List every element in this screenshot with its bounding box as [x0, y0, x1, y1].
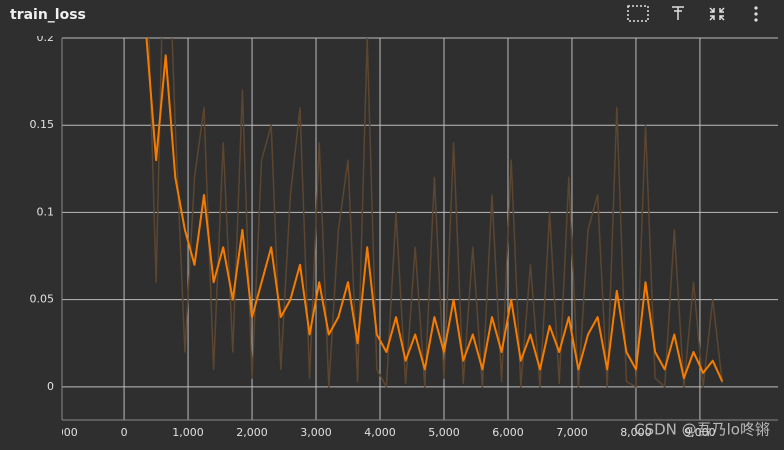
y-tick-label: 0.1	[37, 205, 55, 218]
fit-domain-button[interactable]	[627, 5, 649, 22]
x-tick-label: -1,000	[42, 426, 77, 439]
watermark: CSDN @吾乃lo咚锵	[634, 421, 770, 439]
x-tick-label: 5,000	[428, 426, 460, 439]
series-line	[148, 38, 724, 388]
x-tick-label: 1,000	[172, 426, 204, 439]
fullscreen-button[interactable]	[709, 7, 725, 21]
series-line	[145, 38, 724, 383]
x-tick-label: 7,000	[556, 426, 588, 439]
pin-button[interactable]	[672, 6, 684, 20]
toolbar	[627, 5, 758, 22]
y-axis: 0 0.05 0.1 0.15 0.2	[30, 31, 55, 393]
plot-area	[145, 38, 724, 388]
x-tick-label: 2,000	[236, 426, 268, 439]
more-button[interactable]	[754, 6, 758, 22]
x-tick-label: 3,000	[300, 426, 332, 439]
x-tick-label: 4,000	[364, 426, 396, 439]
y-tick-label: 0.2	[37, 31, 55, 44]
y-tick-label: 0	[47, 380, 54, 393]
x-tick-label: 9,000	[684, 426, 716, 439]
y-tick-label: 0.05	[30, 293, 55, 306]
x-tick-label: 8,000	[620, 426, 652, 439]
chart-title: train_loss	[10, 7, 86, 23]
x-tick-label: 0	[121, 426, 128, 439]
x-axis: -1,000 0 1,000 2,000 3,000 4,000 5,000 6,000 7,0…	[42, 426, 716, 439]
y-tick-label: 0.15	[30, 118, 55, 131]
x-tick-label: 6,000	[492, 426, 524, 439]
